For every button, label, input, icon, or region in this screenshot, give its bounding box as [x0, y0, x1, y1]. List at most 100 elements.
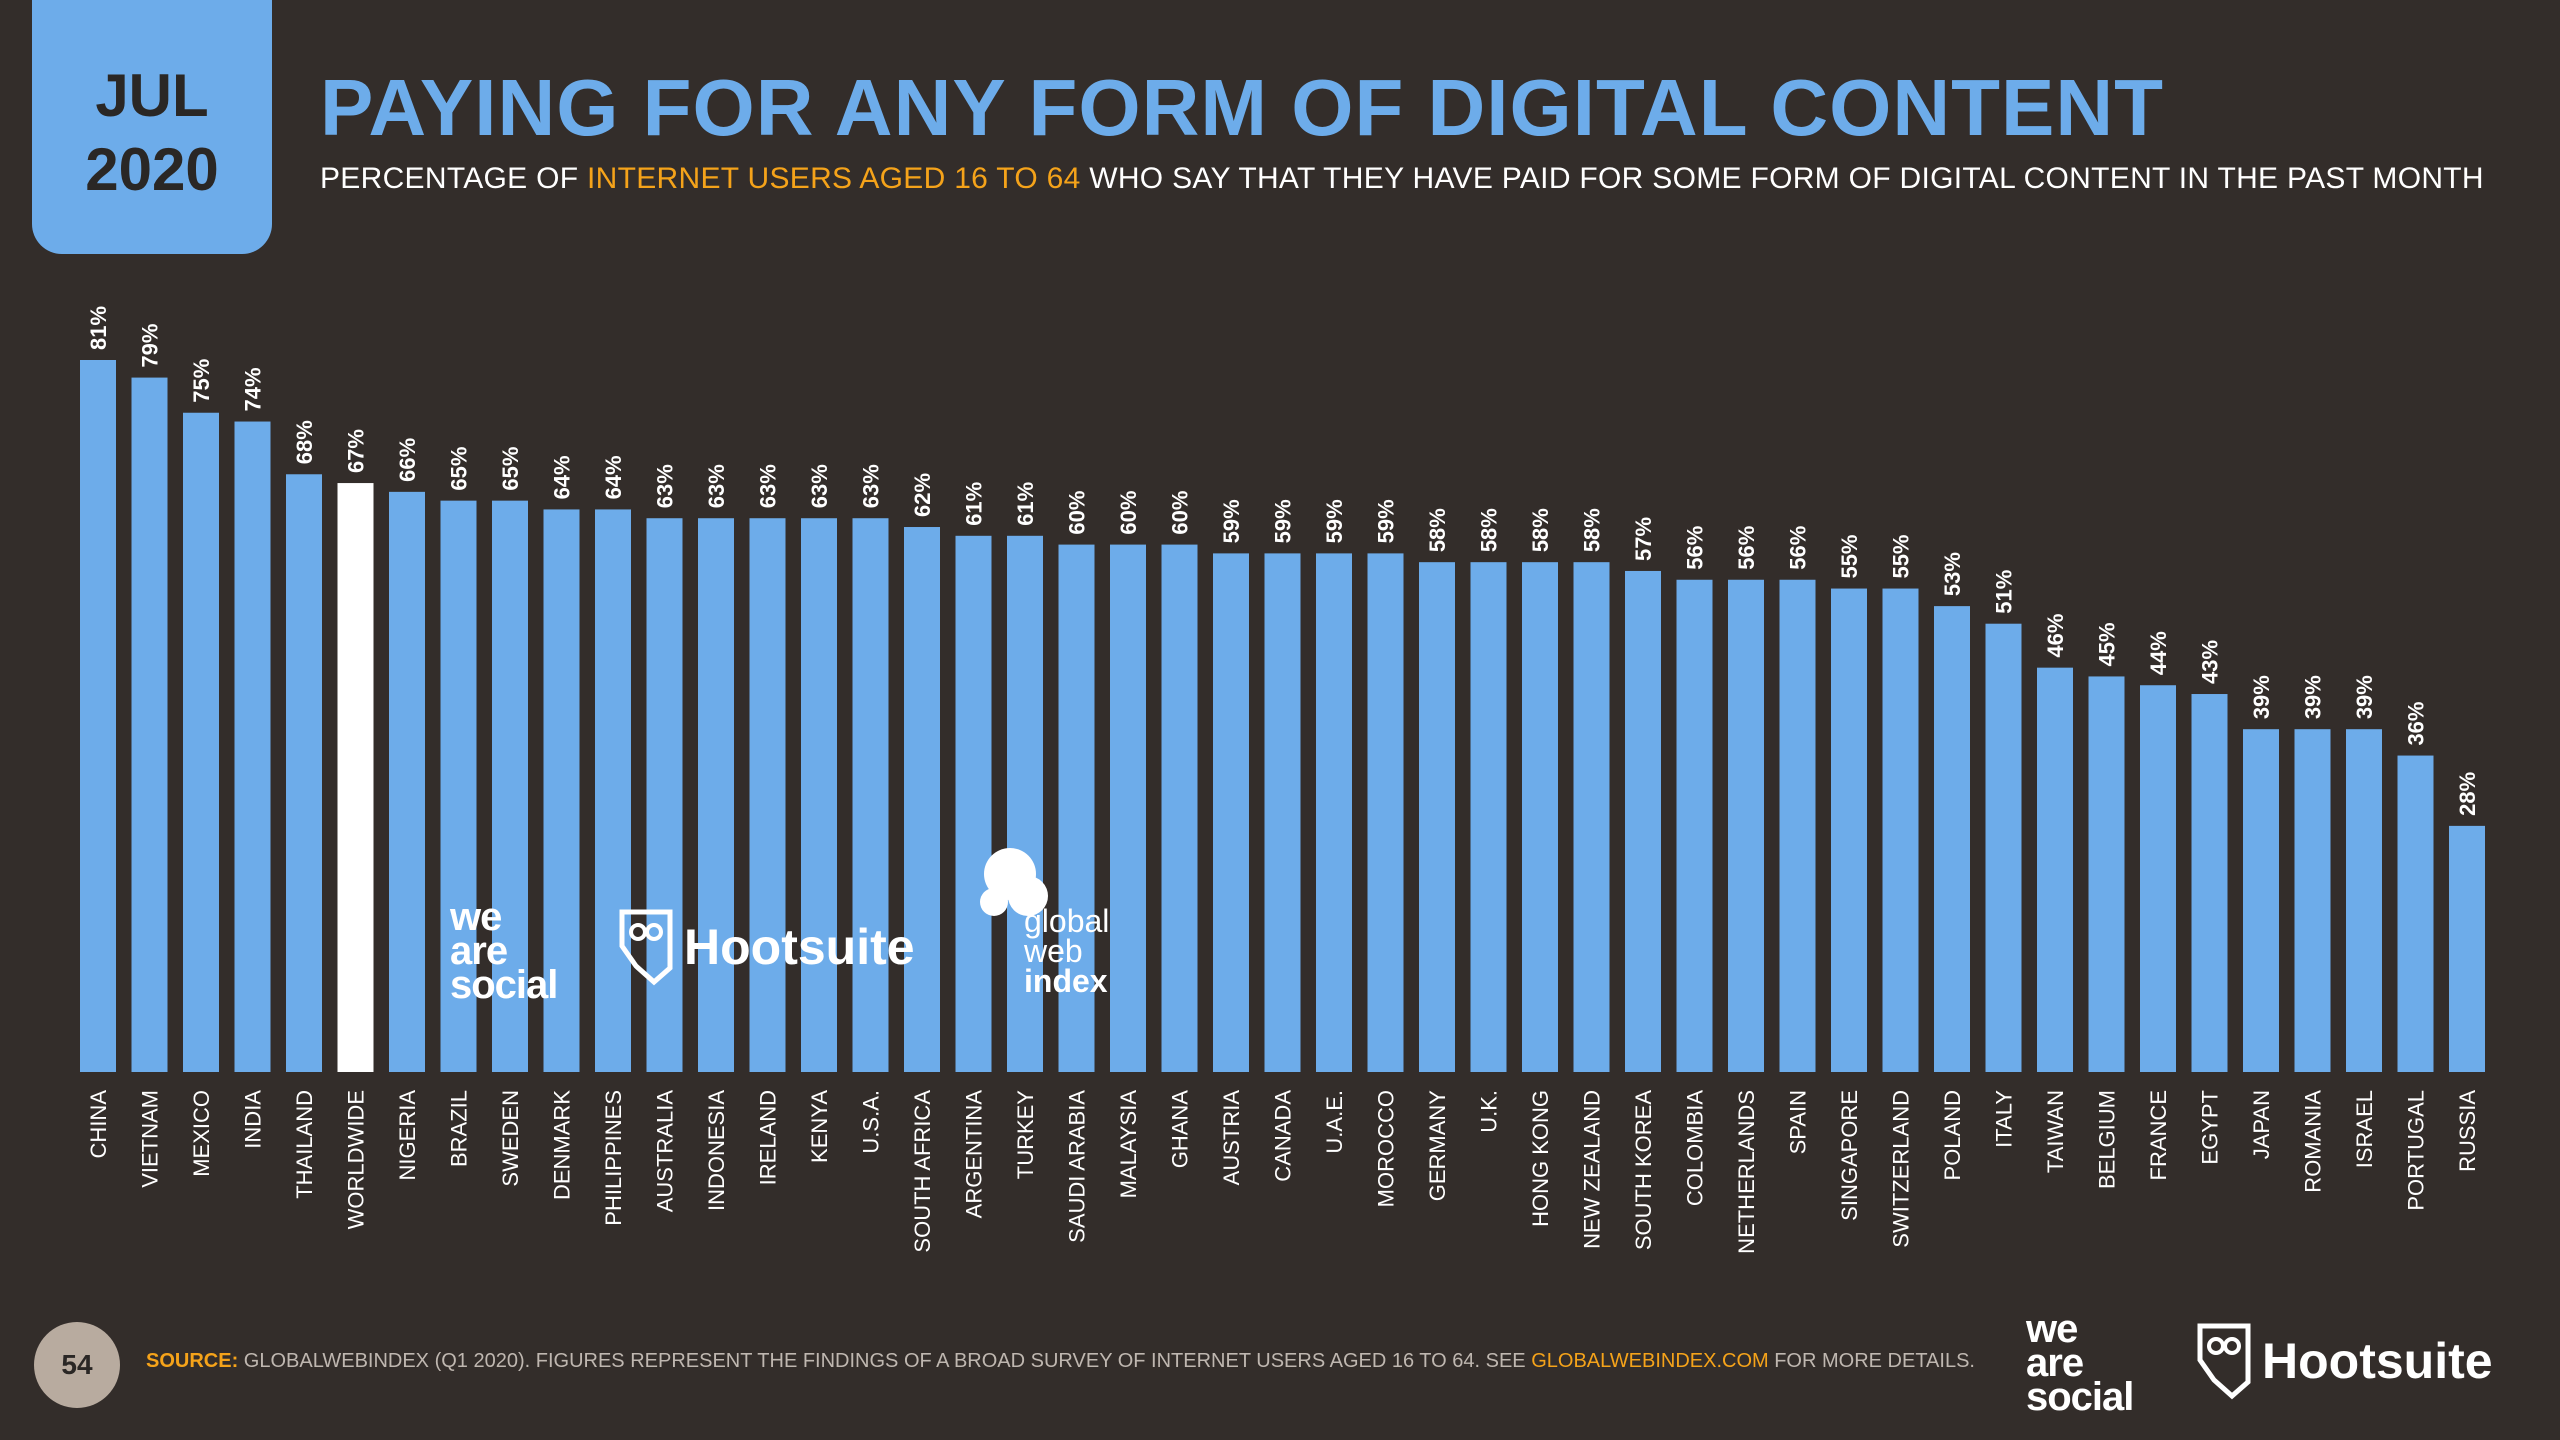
value-label: 56%: [1734, 526, 1759, 570]
category-label: U.A.E.: [1322, 1090, 1347, 1154]
bar-ghana: [1161, 544, 1198, 1072]
value-label: 39%: [2352, 675, 2377, 719]
bar-philippines: [595, 509, 631, 1072]
hootsuite-logo-mid: Hootsuite: [619, 909, 915, 986]
bar-austria: [1213, 553, 1249, 1072]
source-link[interactable]: GLOBALWEBINDEX.COM: [1531, 1350, 1769, 1372]
gwi-word: web: [1023, 933, 1083, 969]
value-label: 65%: [447, 447, 472, 491]
category-label: ITALY: [1992, 1090, 2017, 1148]
bar-poland: [1934, 606, 1970, 1072]
bar-canada: [1264, 553, 1301, 1072]
bar-switzerland: [1882, 588, 1919, 1072]
bar-indonesia: [698, 518, 734, 1072]
owl-eye-icon: [2223, 1337, 2241, 1355]
category-label: BELGIUM: [2095, 1090, 2120, 1189]
page-subtitle: PERCENTAGE OF INTERNET USERS AGED 16 TO …: [320, 162, 2484, 196]
category-label: HONG KONG: [1528, 1090, 1553, 1227]
category-label: INDIA: [241, 1090, 266, 1149]
category-label: MALAYSIA: [1116, 1090, 1141, 1199]
value-label: 64%: [601, 455, 626, 499]
value-label: 74%: [241, 367, 266, 411]
bar-nigeria: [389, 491, 425, 1073]
date-year: 2020: [85, 136, 219, 203]
category-label: SINGAPORE: [1837, 1090, 1862, 1221]
value-label: 65%: [498, 447, 523, 491]
gwi-word: global: [1024, 903, 1109, 939]
hootsuite-wordmark: Hootsuite: [684, 919, 915, 975]
value-label: 81%: [86, 306, 111, 350]
page-title: PAYING FOR ANY FORM OF DIGITAL CONTENT: [320, 63, 2164, 152]
value-label: 57%: [1631, 517, 1656, 561]
value-label: 59%: [1219, 499, 1244, 543]
category-label: U.S.A.: [859, 1090, 884, 1154]
owl-eye-icon: [645, 923, 663, 941]
category-label: DENMARK: [550, 1090, 575, 1200]
value-label: 79%: [138, 324, 163, 368]
bar-sweden: [492, 500, 528, 1072]
we-are-social-logo-mid: we are social: [450, 897, 558, 1005]
bar-spain: [1779, 579, 1816, 1072]
bar-india: [234, 421, 271, 1072]
category-label: GERMANY: [1425, 1090, 1450, 1202]
value-label: 66%: [395, 438, 420, 482]
bar-australia: [646, 518, 683, 1072]
bar-italy: [1985, 623, 2022, 1072]
value-label: 59%: [1374, 499, 1399, 543]
category-label: SPAIN: [1786, 1090, 1811, 1154]
category-label: WORLDWIDE: [344, 1090, 369, 1229]
value-label: 58%: [1580, 508, 1605, 552]
bar-brazil: [440, 500, 477, 1072]
category-label: JAPAN: [2249, 1090, 2274, 1159]
bar-kenya: [801, 518, 837, 1072]
bar-belgium: [2088, 676, 2125, 1072]
value-label: 75%: [189, 359, 214, 403]
category-label: MEXICO: [189, 1090, 214, 1177]
owl-eye-icon: [2207, 1337, 2225, 1355]
value-label: 62%: [910, 473, 935, 517]
value-label: 68%: [292, 420, 317, 464]
owl-icon: [619, 909, 673, 986]
category-label: AUSTRALIA: [653, 1090, 678, 1213]
hootsuite-wordmark: Hootsuite: [2262, 1333, 2493, 1389]
category-label: CANADA: [1271, 1090, 1296, 1182]
value-label: 63%: [653, 464, 678, 508]
bar-romania: [2294, 729, 2331, 1072]
value-label: 58%: [1528, 508, 1553, 552]
category-label: INDONESIA: [704, 1090, 729, 1211]
value-label: 36%: [2404, 702, 2429, 746]
bar-saudi-arabia: [1058, 544, 1095, 1072]
value-label: 63%: [859, 464, 884, 508]
bar-france: [2140, 685, 2176, 1072]
category-label: FRANCE: [2146, 1090, 2171, 1180]
source-note: SOURCE: GLOBALWEBINDEX (Q1 2020). FIGURE…: [146, 1350, 1975, 1373]
category-label: U.K.: [1477, 1090, 1502, 1133]
hootsuite-logo: Hootsuite: [2197, 1323, 2493, 1400]
category-label: NEW ZEALAND: [1580, 1090, 1605, 1249]
logo-word: are: [450, 929, 508, 973]
logo-word: social: [2026, 1375, 2134, 1419]
category-label: THAILAND: [292, 1090, 317, 1199]
value-label: 59%: [1271, 499, 1296, 543]
we-are-social-logo: we are social: [2026, 1307, 2134, 1419]
bar-hong-kong: [1522, 562, 1558, 1072]
owl-icon: [2197, 1323, 2251, 1400]
category-label: SWITZERLAND: [1889, 1090, 1914, 1248]
value-label: 58%: [1425, 508, 1450, 552]
bar-portugal: [2397, 755, 2434, 1072]
bar-worldwide: [337, 483, 374, 1072]
category-label: POLAND: [1940, 1090, 1965, 1180]
category-label: CHINA: [86, 1090, 111, 1159]
bar-china: [80, 360, 116, 1072]
value-label: 55%: [1889, 534, 1914, 578]
category-label: BRAZIL: [447, 1090, 472, 1167]
category-label: RUSSIA: [2455, 1090, 2480, 1172]
category-label: SOUTH AFRICA: [910, 1090, 935, 1253]
category-label: TURKEY: [1013, 1090, 1038, 1180]
bar-germany: [1419, 562, 1455, 1072]
category-label: PORTUGAL: [2404, 1090, 2429, 1211]
bar-new-zealand: [1573, 562, 1610, 1072]
value-label: 61%: [1013, 482, 1038, 526]
category-label: GHANA: [1168, 1090, 1193, 1169]
logo-word: we: [2026, 1307, 2078, 1351]
